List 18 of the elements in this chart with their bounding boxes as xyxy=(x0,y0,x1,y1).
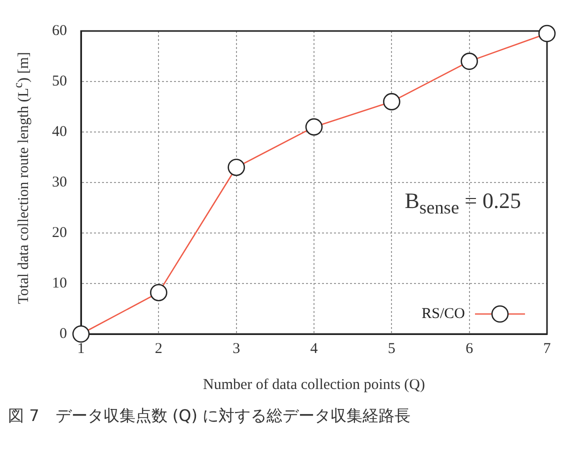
y-tick-label: 20 xyxy=(52,224,67,241)
y-tick-label: 0 xyxy=(60,326,67,342)
y-tick-label: 50 xyxy=(52,73,67,90)
text: 図 7 データ収集点数 (Q) に対する総データ収集経路長 xyxy=(8,406,412,427)
y-tick-label: 60 xyxy=(52,22,67,39)
y-tick-label: 30 xyxy=(52,174,67,190)
x-tick-label: 2 xyxy=(154,340,162,357)
legend-label: RS/CO xyxy=(422,306,466,322)
x-tick-label: 1 xyxy=(77,340,85,357)
annotation: B$_{sense}$ = 0.25 xyxy=(404,188,521,218)
x-tick-label: 7 xyxy=(543,340,552,357)
y-tick-label: 10 xyxy=(52,275,67,292)
x-axis-title: Number of data collection points (Q) xyxy=(202,376,426,393)
y-tick-label: 40 xyxy=(52,124,67,140)
x-tick-label: 3 xyxy=(232,340,240,357)
x-tick-label: 5 xyxy=(388,340,396,357)
x-tick-label: 6 xyxy=(466,340,474,357)
x-tick-label: 4 xyxy=(310,340,318,357)
